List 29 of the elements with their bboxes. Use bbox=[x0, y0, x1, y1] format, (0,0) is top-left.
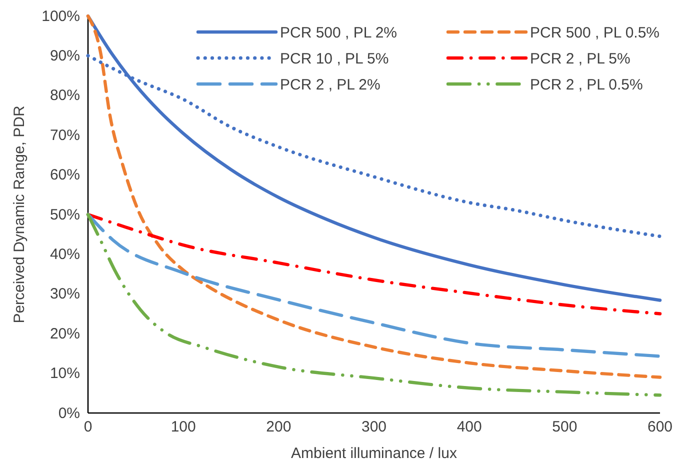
legend-label: PCR 500 , PL 2% bbox=[280, 24, 398, 42]
y-tick-label: 0% bbox=[58, 404, 80, 422]
x-tick-label: 100 bbox=[170, 418, 196, 436]
legend-label: PCR 2 , PL 5% bbox=[530, 50, 630, 68]
y-tick-label: 100% bbox=[42, 8, 80, 25]
y-tick-label: 20% bbox=[50, 325, 80, 342]
line-series bbox=[86, 212, 662, 397]
x-axis-title: Ambient illuminance / lux bbox=[291, 445, 458, 462]
line-series bbox=[86, 14, 662, 379]
x-tick-label: 600 bbox=[647, 418, 673, 436]
legend-label: PCR 2 , PL 2% bbox=[280, 76, 380, 94]
y-tick-label: 90% bbox=[50, 48, 80, 64]
y-tick-label: 80% bbox=[50, 87, 80, 104]
x-tick-label: 400 bbox=[456, 418, 482, 436]
y-tick-label: 70% bbox=[50, 126, 80, 144]
legend-label: PCR 500 , PL 0.5% bbox=[530, 24, 660, 42]
legend-label: PCR 10 , PL 5% bbox=[280, 50, 389, 68]
x-tick-label: 200 bbox=[266, 418, 292, 436]
x-tick-label: 500 bbox=[552, 418, 578, 436]
y-tick-label: 50% bbox=[50, 206, 80, 224]
y-axis-title: Perceived Dynamic Range, PDR bbox=[11, 106, 28, 324]
y-tick-label: 10% bbox=[50, 365, 80, 382]
y-tick-label: 40% bbox=[50, 246, 80, 263]
legend-label: PCR 2 , PL 0.5% bbox=[530, 76, 643, 94]
y-tick-label: 60% bbox=[50, 166, 80, 184]
x-tick-label: 0 bbox=[84, 418, 92, 436]
y-tick-label: 30% bbox=[50, 286, 80, 303]
line-series bbox=[86, 212, 662, 316]
x-tick-label: 300 bbox=[361, 418, 387, 436]
